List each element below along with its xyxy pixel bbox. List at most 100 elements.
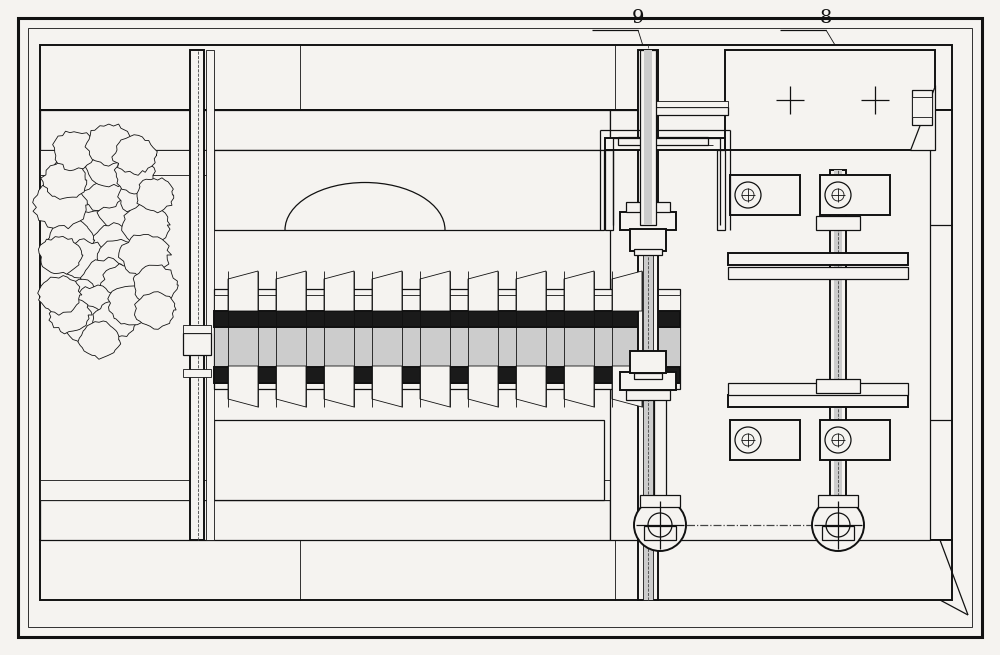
- Circle shape: [825, 182, 851, 208]
- Text: 9: 9: [632, 9, 644, 27]
- Bar: [40, 150, 610, 175]
- Bar: [605, 150, 613, 230]
- Bar: [816, 216, 860, 230]
- Polygon shape: [910, 85, 935, 150]
- Polygon shape: [228, 271, 258, 311]
- Bar: [634, 249, 662, 255]
- Polygon shape: [324, 366, 354, 407]
- Polygon shape: [74, 162, 128, 211]
- Bar: [822, 526, 854, 540]
- Bar: [40, 110, 952, 540]
- Polygon shape: [114, 158, 155, 194]
- Polygon shape: [85, 124, 135, 166]
- Polygon shape: [38, 276, 82, 315]
- Bar: [820, 420, 890, 460]
- Bar: [730, 175, 800, 215]
- Polygon shape: [85, 143, 136, 187]
- Polygon shape: [372, 271, 402, 311]
- Circle shape: [634, 499, 686, 551]
- Polygon shape: [97, 185, 152, 234]
- Bar: [648, 107, 728, 115]
- Polygon shape: [49, 297, 92, 334]
- Polygon shape: [420, 366, 450, 407]
- Polygon shape: [133, 265, 178, 306]
- Bar: [643, 50, 653, 600]
- Polygon shape: [122, 204, 170, 247]
- Polygon shape: [564, 271, 594, 311]
- Bar: [40, 480, 610, 500]
- Polygon shape: [134, 291, 176, 329]
- Bar: [183, 325, 211, 333]
- Bar: [214, 311, 680, 327]
- Polygon shape: [420, 271, 450, 311]
- Bar: [644, 50, 652, 225]
- Polygon shape: [45, 219, 95, 261]
- Polygon shape: [100, 264, 150, 307]
- Bar: [206, 50, 214, 540]
- Polygon shape: [61, 239, 109, 281]
- Bar: [40, 45, 952, 110]
- Polygon shape: [41, 160, 87, 199]
- Polygon shape: [372, 366, 402, 407]
- Bar: [630, 229, 666, 251]
- Polygon shape: [59, 279, 104, 320]
- Bar: [634, 373, 662, 379]
- Bar: [40, 500, 610, 540]
- Polygon shape: [54, 145, 107, 191]
- Polygon shape: [119, 234, 172, 276]
- Polygon shape: [93, 301, 136, 341]
- Polygon shape: [276, 366, 306, 407]
- Polygon shape: [468, 366, 498, 407]
- Bar: [40, 110, 610, 150]
- Bar: [728, 253, 908, 265]
- Bar: [183, 333, 211, 355]
- Polygon shape: [80, 257, 131, 303]
- Bar: [640, 495, 680, 507]
- Polygon shape: [63, 305, 108, 345]
- Bar: [648, 101, 728, 107]
- Bar: [618, 137, 708, 145]
- Polygon shape: [118, 175, 163, 216]
- Bar: [816, 379, 860, 393]
- Circle shape: [812, 499, 864, 551]
- Polygon shape: [112, 135, 157, 176]
- Bar: [725, 50, 935, 150]
- Polygon shape: [78, 321, 121, 359]
- Polygon shape: [108, 286, 154, 325]
- Bar: [190, 50, 204, 540]
- Bar: [638, 50, 658, 600]
- Bar: [214, 327, 680, 367]
- Bar: [605, 138, 725, 150]
- Bar: [626, 202, 670, 212]
- Text: 8: 8: [820, 9, 832, 27]
- Polygon shape: [89, 223, 141, 267]
- Polygon shape: [612, 271, 642, 311]
- Polygon shape: [38, 236, 83, 274]
- Bar: [654, 377, 666, 507]
- Polygon shape: [53, 131, 99, 171]
- Polygon shape: [73, 285, 118, 324]
- Bar: [620, 212, 676, 230]
- Polygon shape: [63, 211, 120, 262]
- Bar: [830, 170, 846, 540]
- Bar: [912, 97, 932, 117]
- Polygon shape: [228, 366, 258, 407]
- Bar: [214, 289, 680, 389]
- Polygon shape: [468, 271, 498, 311]
- Polygon shape: [516, 366, 546, 407]
- Polygon shape: [33, 182, 87, 229]
- Bar: [820, 175, 890, 215]
- Bar: [728, 395, 908, 407]
- Bar: [183, 369, 211, 377]
- Bar: [640, 50, 656, 225]
- Circle shape: [735, 427, 761, 453]
- Circle shape: [825, 427, 851, 453]
- Bar: [912, 90, 932, 125]
- Polygon shape: [137, 178, 174, 213]
- Bar: [818, 495, 858, 507]
- Bar: [630, 351, 666, 373]
- Bar: [626, 390, 670, 400]
- Bar: [610, 110, 930, 540]
- Circle shape: [735, 182, 761, 208]
- Polygon shape: [612, 366, 642, 407]
